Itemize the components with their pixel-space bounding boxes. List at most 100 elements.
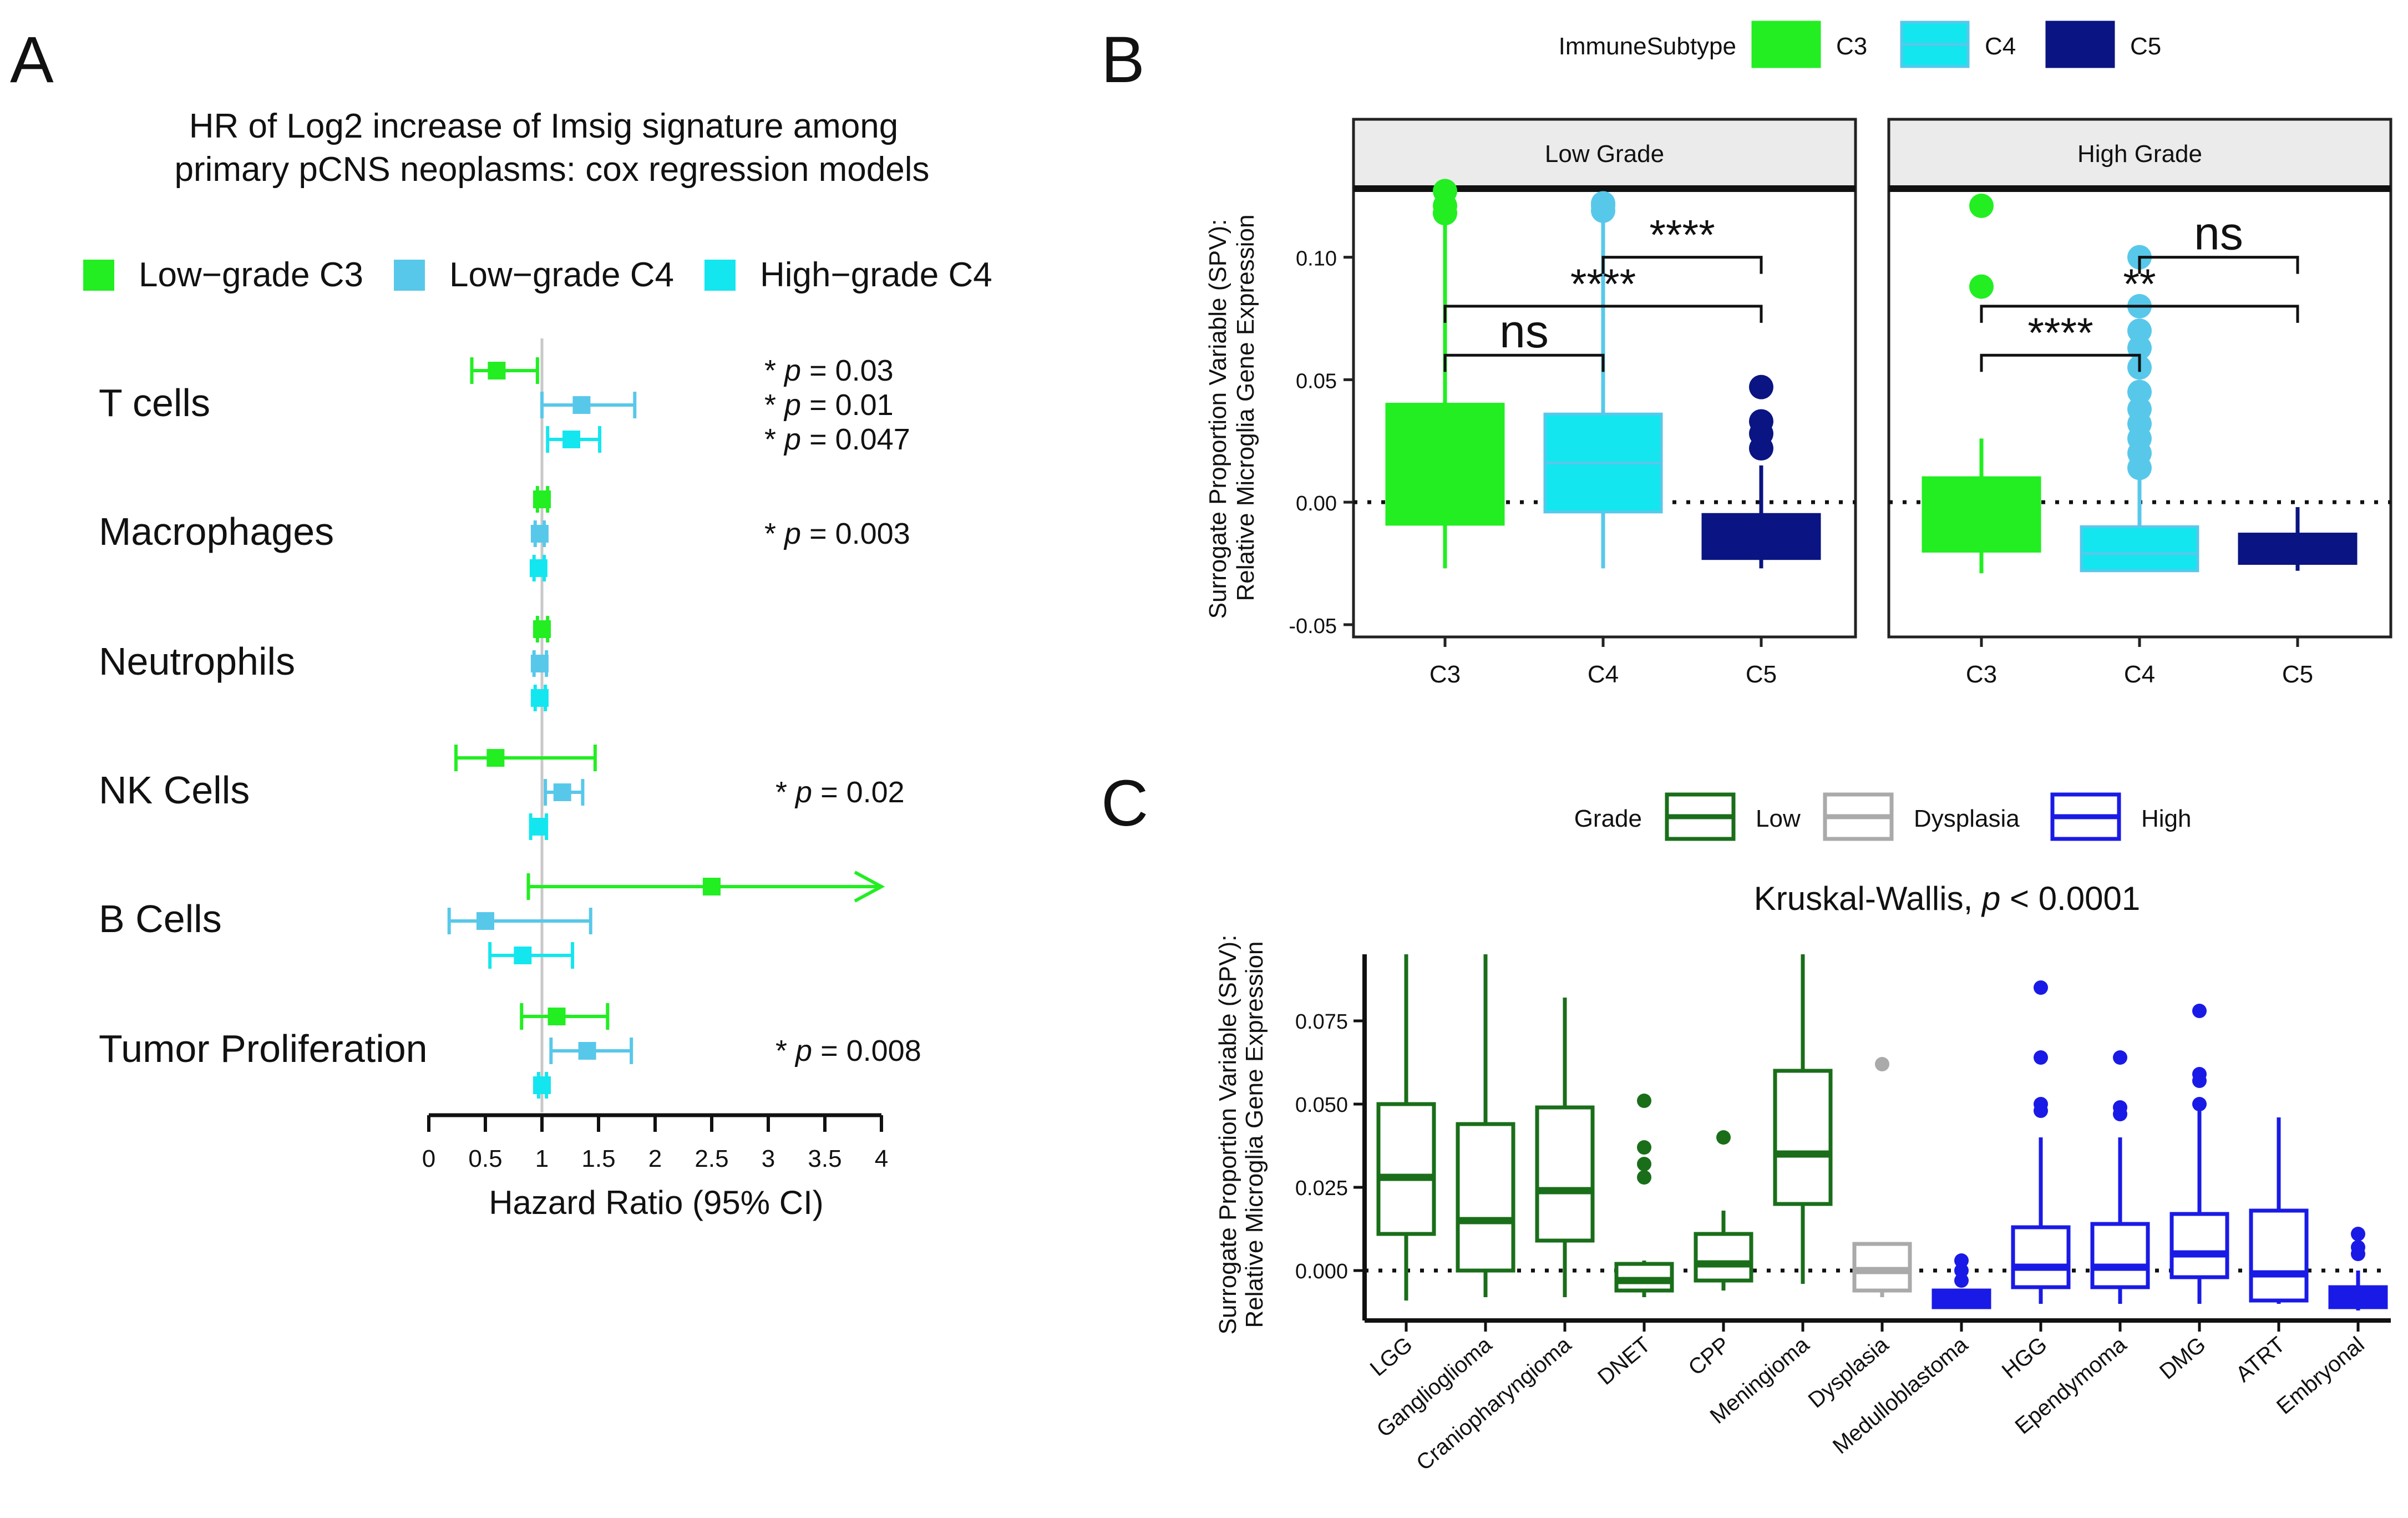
- forest-point: [486, 749, 505, 767]
- c-legend: Low Dysplasia High: [1665, 792, 2192, 841]
- forest-axis-tick-label: 4: [875, 1145, 888, 1172]
- forest-p-label: * p = 0.01: [764, 388, 894, 422]
- forest-axis-tick-label: 3.5: [808, 1145, 841, 1172]
- b-box-c4: [2080, 245, 2199, 573]
- c-legend-label: High: [2141, 805, 2192, 832]
- c-legend-title: Grade: [1574, 805, 1642, 832]
- forest-x-axis-label: Hazard Ratio (95% CI): [489, 1184, 824, 1221]
- c-box-outlier: [1875, 1057, 1889, 1071]
- b-box-c5: [2238, 507, 2358, 571]
- c-box-outlier: [2034, 980, 2048, 995]
- c-box-body: [1456, 1122, 1515, 1273]
- c-box-outlier: [2192, 1097, 2207, 1111]
- b-signif-label: ****: [1649, 212, 1715, 259]
- c-box-outlier: [2351, 1227, 2365, 1241]
- forest-legend-swatch: [83, 260, 114, 291]
- b-facet-strip-label: High Grade: [2077, 140, 2202, 168]
- forest-point: [703, 878, 721, 895]
- b-signif-bracket: [1980, 305, 2299, 323]
- forest-point: [530, 525, 549, 543]
- b-signif-bracket: [1601, 256, 1763, 274]
- c-box-outlier: [1637, 1157, 1651, 1171]
- forest-group-label: Macrophages: [99, 510, 334, 553]
- forest-axis-tick-label: 2.5: [694, 1145, 728, 1172]
- b-box-outlier: [1591, 191, 1615, 216]
- panel-c: Grade Low Dysplasia High Kruskal-Wallis, p…: [1214, 792, 2391, 1475]
- b-box-body: [1385, 403, 1505, 526]
- b-signif-bracket: [1443, 305, 1763, 323]
- panel-label-c: C: [1101, 767, 1148, 840]
- forest-legend-swatch: [704, 260, 736, 291]
- c-box-outlier: [2034, 1050, 2048, 1065]
- forest-p-label: * p = 0.03: [764, 354, 894, 387]
- c-legend-key: High: [2050, 792, 2192, 841]
- b-box-outlier: [1969, 193, 1994, 218]
- c-box-body: [2090, 1222, 2150, 1289]
- b-facet-strip: [1352, 118, 1857, 190]
- forest-point: [553, 783, 571, 801]
- c-box-outlier: [1716, 1130, 1731, 1145]
- c-y-tick-label: 0.000: [1295, 1260, 1348, 1283]
- c-title: Kruskal-Wallis, p < 0.0001: [1754, 880, 2140, 917]
- b-x-tick-label: C5: [1746, 661, 1777, 688]
- forest-legend-label: Low−grade C4: [449, 256, 674, 294]
- forest-point: [533, 1076, 551, 1094]
- c-box-hgg: [2011, 980, 2071, 1304]
- panel-a: HR of Log2 increase of Imsig signature a…: [83, 107, 992, 1221]
- forest-point: [529, 559, 547, 577]
- b-y-tick-label: 0.05: [1296, 370, 1337, 393]
- b-x-tick-label: C3: [1429, 661, 1461, 688]
- forest-title-line-2: primary pCNS neoplasms: cox regression m…: [174, 150, 929, 189]
- forest-group-labels: T cells Macrophages Neutrophils NK Cells B C…: [99, 381, 428, 1070]
- b-legend-label: C3: [1836, 33, 1867, 60]
- forest-group-label: Tumor Proliferation: [99, 1027, 428, 1070]
- b-box-outlier: [1433, 179, 1457, 204]
- b-signif-bracket: [2138, 256, 2299, 274]
- b-signif-label: ****: [2027, 310, 2093, 357]
- c-box-outlier: [1954, 1263, 1969, 1278]
- c-x-tick-label: DMG: [2155, 1332, 2211, 1384]
- forest-point: [530, 689, 549, 707]
- b-facet-strip: [1887, 118, 2392, 190]
- forest-point: [533, 620, 551, 638]
- forest-point: [578, 1042, 596, 1060]
- c-box-meningioma: [1773, 954, 1833, 1284]
- c-plot: 0.0000.0250.0500.075LGGGangliogliomaCran…: [1295, 954, 2391, 1475]
- forest-axis-tick-label: 2: [648, 1145, 662, 1172]
- c-box-lgg: [1376, 954, 1436, 1301]
- b-y-axis-label-line-1: Surrogate Proportion Variable (SPV):: [1204, 219, 1231, 619]
- forest-legend-label: High−grade C4: [760, 256, 992, 294]
- b-box-outlier: [1969, 274, 1994, 299]
- panel-label-a: A: [10, 23, 54, 97]
- c-box-dnet: [1614, 1094, 1674, 1297]
- c-box-body: [1694, 1232, 1753, 1283]
- c-legend-key: Dysplasia: [1823, 792, 2020, 841]
- forest-point: [514, 947, 532, 964]
- b-signif-bracket: [1443, 353, 1605, 372]
- c-title-p: p: [1981, 880, 2000, 917]
- forest-axis-tick-label: 3: [762, 1145, 775, 1172]
- b-legend-key: C5: [2045, 21, 2161, 68]
- c-title-suffix: < 0.0001: [2000, 880, 2140, 917]
- c-box-atrt: [2249, 1117, 2309, 1304]
- c-x-tick-label: ATRT: [2231, 1332, 2289, 1387]
- forest-legend-label: Low−grade C3: [139, 256, 363, 294]
- forest-point: [547, 1008, 566, 1025]
- c-box-outlier: [1637, 1094, 1651, 1108]
- forest-axis-tick-label: 0.5: [468, 1145, 502, 1172]
- forest-axis-tick-label: 1: [535, 1145, 549, 1172]
- b-box-body: [2080, 525, 2199, 573]
- forest-point: [530, 655, 549, 672]
- c-x-tick-label: Medulloblastoma: [1828, 1332, 1973, 1459]
- c-y-tick-label: 0.025: [1295, 1177, 1348, 1200]
- c-box-body: [2011, 1225, 2071, 1289]
- forest-p-label: * p = 0.008: [775, 1034, 921, 1067]
- b-box-outlier: [2127, 397, 2152, 422]
- c-y-axis-label-line-2: Relative Microglia Gene Expression: [1241, 942, 1268, 1328]
- c-box-outlier: [2192, 1067, 2207, 1081]
- c-legend-label: Low: [1756, 805, 1801, 832]
- forest-point: [488, 362, 506, 380]
- c-box-body: [2169, 1212, 2229, 1279]
